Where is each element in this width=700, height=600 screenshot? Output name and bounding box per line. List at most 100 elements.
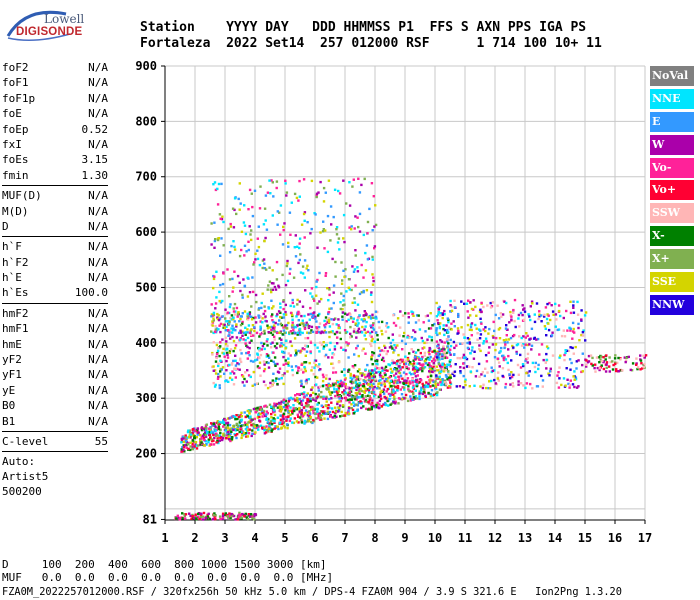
echo-point — [191, 447, 194, 451]
echo-point — [482, 342, 485, 345]
echo-point — [598, 361, 601, 364]
echo-point — [297, 421, 300, 424]
echo-point — [355, 347, 358, 350]
echo-point — [211, 353, 214, 356]
header-labels: Station YYYY DAY DDD HHMMSS P1 FFS S AXN… — [140, 20, 587, 35]
echo-point — [428, 358, 431, 361]
echo-point — [431, 360, 434, 363]
echo-point — [441, 316, 444, 320]
echo-point — [193, 445, 196, 448]
echo-point — [345, 290, 348, 293]
echo-point — [206, 515, 210, 518]
echo-point — [275, 180, 279, 183]
echo-point — [602, 367, 606, 371]
echo-point — [430, 336, 434, 339]
echo-point — [587, 354, 591, 358]
echo-point — [236, 367, 239, 371]
echo-point — [309, 341, 313, 344]
echo-point — [289, 311, 293, 315]
echo-point — [393, 395, 396, 399]
echo-point — [445, 324, 448, 327]
echo-point — [314, 417, 318, 420]
echo-point — [342, 299, 345, 302]
echo-point — [305, 378, 308, 382]
echo-point — [380, 404, 384, 408]
echo-point — [213, 239, 217, 243]
echo-point — [446, 386, 450, 389]
echo-point — [479, 317, 482, 320]
echo-point — [320, 330, 323, 333]
echo-point — [414, 351, 418, 354]
echo-point — [429, 394, 433, 398]
echo-point — [411, 311, 415, 314]
echo-point — [312, 407, 315, 410]
echo-point — [246, 351, 250, 355]
echo-point — [465, 302, 469, 305]
echo-point — [248, 311, 252, 314]
echo-point — [439, 314, 442, 317]
echo-point — [282, 329, 285, 332]
echo-point — [407, 389, 411, 392]
echo-point — [275, 342, 279, 345]
echo-point — [374, 393, 377, 397]
echo-point — [291, 421, 294, 424]
echo-point — [297, 369, 300, 372]
echo-point — [605, 363, 608, 366]
echo-point — [301, 265, 305, 268]
lowell-digisonde-logo: Lowell DIGISONDE — [4, 4, 94, 48]
echo-point — [229, 439, 232, 443]
echo-point — [320, 395, 323, 399]
echo-point — [378, 326, 381, 329]
echo-point — [423, 388, 426, 392]
echo-point — [303, 276, 306, 279]
echo-point — [236, 428, 239, 431]
echo-point — [279, 402, 283, 405]
echo-point — [383, 349, 386, 353]
echo-point — [357, 327, 361, 330]
echo-point — [467, 299, 470, 302]
echo-point — [362, 314, 365, 317]
echo-point — [291, 321, 294, 324]
echo-point — [320, 413, 324, 417]
echo-point — [216, 377, 220, 380]
echo-point — [273, 356, 277, 359]
echo-point — [477, 362, 481, 366]
echo-point — [266, 327, 270, 330]
echo-point — [368, 376, 371, 379]
echo-point — [276, 406, 280, 409]
echo-point — [362, 383, 365, 386]
echo-point — [459, 370, 462, 373]
echo-point — [218, 324, 221, 327]
header-values: Fortaleza 2022 Set14 257 012000 RSF 1 71… — [140, 36, 602, 51]
echo-point — [232, 349, 235, 353]
echo-point — [412, 362, 416, 365]
echo-point — [284, 359, 287, 362]
echo-point — [436, 319, 439, 322]
echo-point — [303, 348, 306, 351]
echo-point — [319, 416, 323, 420]
echo-point — [558, 356, 561, 359]
echo-point — [270, 179, 273, 182]
echo-point — [317, 365, 320, 368]
echo-point — [349, 325, 352, 329]
echo-point — [437, 346, 440, 349]
echo-point — [302, 212, 306, 216]
echo-point — [435, 315, 439, 318]
echo-point — [331, 410, 335, 414]
echo-point — [552, 313, 555, 316]
echo-point — [540, 320, 543, 323]
echo-point — [509, 310, 512, 314]
echo-point — [462, 366, 466, 370]
echo-point — [248, 354, 251, 357]
echo-point — [437, 362, 441, 365]
echo-point — [391, 338, 395, 342]
echo-point — [278, 337, 281, 340]
echo-point — [247, 432, 251, 435]
echo-point — [358, 212, 362, 216]
echo-point — [396, 381, 399, 384]
echo-point — [279, 306, 282, 309]
echo-point — [418, 397, 421, 401]
echo-point — [388, 375, 391, 379]
echo-point — [306, 411, 309, 414]
echo-point — [315, 326, 318, 329]
